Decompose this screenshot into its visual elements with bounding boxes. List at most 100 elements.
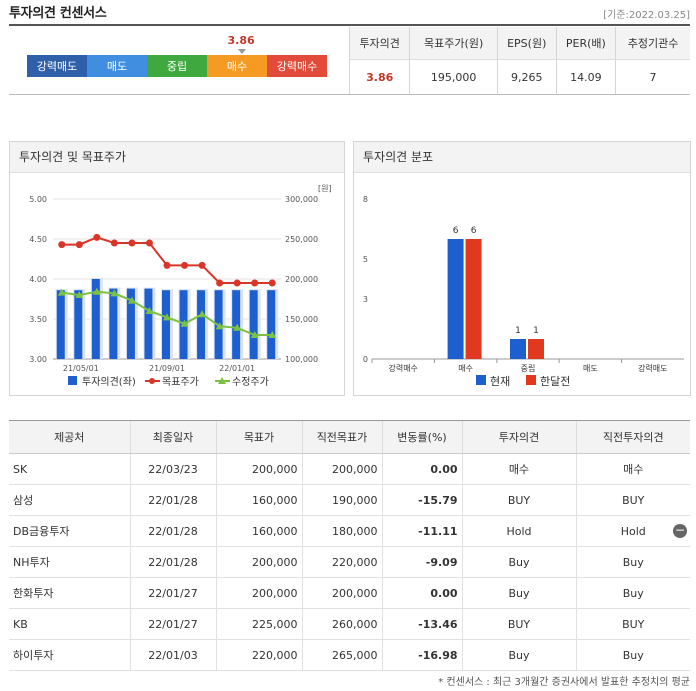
- title-divider: [9, 24, 690, 26]
- cell-prev-opinion: BUY: [575, 484, 690, 516]
- legend-swatch: [526, 375, 536, 385]
- cell-change: -11.11: [381, 515, 462, 547]
- col-header-date: 최종일자: [129, 420, 216, 454]
- cell-prev-opinion: Buy: [575, 577, 690, 609]
- target-price-point: [58, 241, 66, 249]
- cell-opinion-text: Buy: [508, 648, 530, 662]
- target-price-point: [128, 239, 136, 247]
- cell-date-text: 22/01/28: [148, 524, 198, 538]
- minus-circle-icon[interactable]: −: [673, 523, 687, 538]
- cell-date: 22/01/28: [129, 546, 216, 578]
- opinion-segment-4: 강력매수: [267, 55, 327, 77]
- category-label: 매수: [458, 364, 473, 373]
- legend-swatch: [149, 378, 155, 384]
- table-row: KB 22/01/27 225,000 260,000 -13.46 BUY BUY: [9, 608, 690, 640]
- cell-opinion-text: Hold: [506, 524, 532, 538]
- cell-prev-opinion-text: BUY: [622, 493, 645, 507]
- y-tick-label: 3: [363, 295, 368, 304]
- panel-title: 투자의견 분포: [354, 142, 690, 173]
- cell-change-text: -9.09: [425, 555, 458, 569]
- page-title: 투자의견 컨센서스: [9, 6, 107, 21]
- opinion-bar: [232, 290, 241, 359]
- opinion-segment-2: 중립: [147, 55, 207, 77]
- target-price-point: [163, 261, 171, 269]
- legend-label: 투자의견(좌): [82, 376, 136, 388]
- adjusted-price-point: [268, 331, 277, 338]
- cell-source-text: SK: [13, 462, 28, 476]
- cell-date: 22/03/23: [129, 453, 216, 485]
- cell-source: NH투자: [9, 546, 130, 578]
- y-tick-label: 0: [363, 355, 368, 364]
- cell-source: 삼성: [9, 484, 130, 516]
- cell-change-text: -15.79: [418, 493, 458, 507]
- target-price-point: [110, 239, 118, 247]
- cell-prev-target: 220,000: [301, 546, 382, 578]
- cell-opinion-text: Buy: [508, 586, 530, 600]
- cell-prev-target-text: 200,000: [332, 586, 378, 600]
- cell-date-text: 22/01/28: [148, 493, 198, 507]
- table-row: DB금융투자 22/01/28 160,000 180,000 -11.11 Hold Ho…: [9, 515, 690, 547]
- cell-source-text: 한화투자: [13, 587, 54, 600]
- target-price-point: [145, 239, 153, 247]
- cell-prev-target-text: 220,000: [332, 555, 378, 569]
- cell-prev-target: 180,000: [301, 515, 382, 547]
- table-row: NH투자 22/01/28 200,000 220,000 -9.09 Buy Buy: [9, 546, 690, 578]
- y-left-tick-label: 5.00: [29, 195, 47, 204]
- summary-header-eps: EPS(원): [496, 27, 557, 60]
- opinion-scale-bar: 강력매도 매도 중립 매수 강력매수: [27, 55, 327, 77]
- cell-opinion-text: 매수: [508, 463, 530, 476]
- legend-label: 목표주가: [162, 376, 199, 388]
- cell-source-text: KB: [13, 617, 28, 631]
- distribution-bar: [528, 339, 544, 359]
- cell-prev-opinion-text: Buy: [622, 586, 644, 600]
- table-row: 삼성 22/01/28 160,000 190,000 -15.79 BUY BUY: [9, 484, 690, 516]
- cell-target-text: 160,000: [252, 524, 298, 538]
- summary-header-per: PER(배): [555, 27, 616, 60]
- cell-target-text: 200,000: [252, 555, 298, 569]
- cell-prev-target: 190,000: [301, 484, 382, 516]
- category-label: 강력매수: [388, 363, 417, 373]
- cell-date-text: 22/01/28: [148, 555, 198, 569]
- opinion-bar: [56, 290, 65, 359]
- cell-target: 200,000: [215, 453, 302, 485]
- bar-value-label: 6: [471, 226, 477, 236]
- cell-date-text: 22/01/27: [148, 617, 198, 631]
- cell-prev-target: 200,000: [301, 453, 382, 485]
- cell-prev-opinion-text: 매수: [623, 463, 644, 476]
- adjusted-price-point: [180, 319, 189, 327]
- cell-prev-opinion: Buy: [575, 546, 690, 578]
- y-left-tick-label: 3.00: [29, 355, 47, 364]
- opinion-bar: [162, 290, 170, 359]
- cell-change: -15.79: [381, 484, 462, 516]
- cell-opinion: 매수: [461, 453, 576, 485]
- opinion-target-panel: 투자의견 및 목표주가 5.00 4.50 4.00 3.50 3.00 300,000 2…: [9, 141, 345, 396]
- col-header-prev-opinion: 직전투자의견: [575, 420, 690, 454]
- target-price-point: [93, 233, 101, 241]
- cell-prev-target-text: 260,000: [332, 617, 378, 631]
- bar-value-label: 1: [533, 326, 539, 336]
- y-tick-label: 5: [363, 255, 368, 264]
- legend-swatch: [218, 377, 226, 384]
- y-right-tick-label: 250,000: [285, 235, 318, 244]
- adjusted-price-point: [75, 291, 84, 298]
- cell-date-text: 22/01/03: [148, 648, 198, 662]
- target-price-point: [251, 279, 259, 287]
- cell-opinion-text: BUY: [507, 493, 531, 507]
- opinion-segment-0: 강력매도: [27, 55, 87, 77]
- bar-value-label: 1: [515, 326, 521, 336]
- category-label: 중립: [521, 364, 536, 373]
- y-left-tick-label: 3.50: [29, 315, 47, 324]
- col-header-change: 변동률(%): [381, 420, 462, 454]
- cell-opinion: Hold: [461, 515, 576, 547]
- cell-source: SK: [9, 453, 130, 485]
- target-price-point: [233, 279, 241, 287]
- cell-source-text: 하이투자: [13, 649, 54, 662]
- cell-change-text: 0.00: [430, 586, 458, 600]
- base-date: [기준:2022.03.25]: [603, 10, 690, 21]
- col-header-prev-target: 직전목표가: [301, 420, 382, 454]
- summary-header-count: 추정기관수: [615, 27, 690, 60]
- adjusted-price-point: [127, 296, 136, 304]
- summary-eps: 9,265: [496, 59, 557, 95]
- opinion-bar: [144, 288, 153, 359]
